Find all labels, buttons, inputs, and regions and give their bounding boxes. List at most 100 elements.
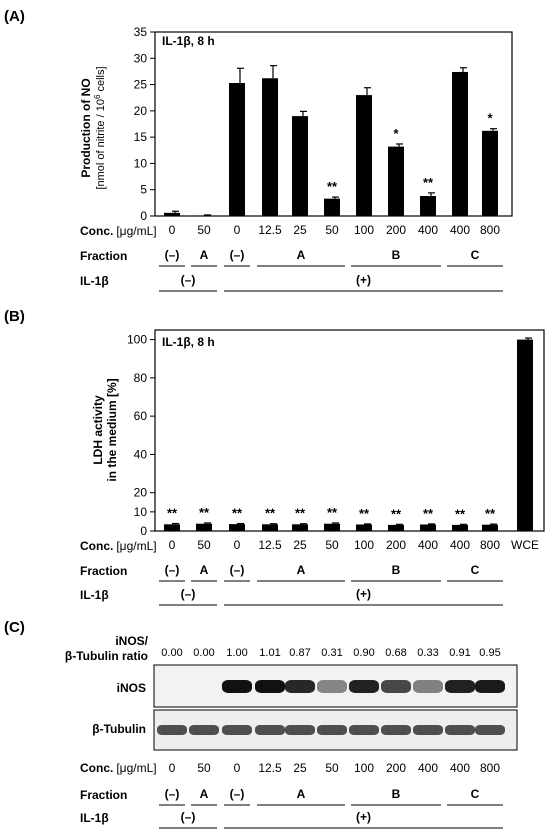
- bar: [196, 215, 212, 217]
- chart-b-conc-label: Conc. [μg/mL]: [80, 539, 157, 553]
- tubulin-band: [317, 725, 347, 735]
- chart-a-ylabel: Production of NO [nmol of nitrite / 106 …: [79, 66, 107, 189]
- chart-a-ylabel-line2-post: cells]: [95, 66, 107, 94]
- y-tick-label: 0: [140, 524, 147, 538]
- conc-value: 400: [418, 223, 438, 237]
- chart-a-annotation: IL-1β, 8 h: [162, 34, 215, 48]
- conc-value: 400: [450, 761, 470, 775]
- fraction-group-label: (–): [230, 248, 245, 262]
- ratio-value: 0.87: [289, 647, 310, 659]
- bar: [420, 196, 436, 216]
- conc-value: 25: [293, 761, 307, 775]
- y-tick-label: 60: [134, 409, 148, 423]
- chart-b-il1b-label: IL-1β: [80, 588, 109, 602]
- bar: [517, 339, 533, 531]
- conc-value: 0: [169, 761, 176, 775]
- chart-a-fraction-row: (–) A (–) A B C: [159, 248, 503, 267]
- conc-value: 50: [325, 223, 339, 237]
- conc-value: 800: [480, 223, 500, 237]
- bar: [292, 524, 308, 531]
- conc-value: 100: [354, 223, 374, 237]
- bar: [164, 212, 180, 216]
- significance-mark: **: [423, 506, 434, 521]
- blot-fraction-label: Fraction: [80, 788, 127, 802]
- bar: [196, 523, 212, 531]
- bar: [388, 524, 404, 531]
- il1b-group-label: (+): [356, 810, 371, 824]
- significance-mark: **: [265, 506, 276, 521]
- chart-a-conc-label-bold: Conc.: [80, 224, 113, 238]
- blot-conc-row: 0 50 0 12.5 25 50 100 200 400 400 800: [169, 761, 501, 775]
- conc-value: 800: [480, 538, 500, 552]
- conc-value: 0: [234, 223, 241, 237]
- conc-value: 200: [386, 223, 406, 237]
- conc-value: 400: [450, 223, 470, 237]
- bar: [324, 198, 340, 216]
- bar: [164, 524, 180, 531]
- chart-b-frame: [154, 329, 545, 532]
- bar: [324, 523, 340, 531]
- chart-a-il1b-label: IL-1β: [80, 274, 109, 288]
- ratio-value: 1.00: [226, 647, 247, 659]
- blot-ratio-label-line1: iNOS/: [115, 634, 148, 648]
- ratio-value: 0.00: [161, 647, 182, 659]
- il1b-group-label: (–): [181, 587, 196, 601]
- chart-a-ylabel-line2-pre: [nmol of nitrite / 10: [95, 99, 107, 190]
- fraction-group-label: A: [297, 248, 306, 262]
- conc-value: 400: [418, 538, 438, 552]
- y-tick-label: 20: [134, 104, 148, 118]
- il1b-group-label: (–): [181, 810, 196, 824]
- conc-value: 50: [197, 761, 211, 775]
- chart-a-il1b-row: (–) (+): [159, 273, 503, 292]
- fraction-group-label: (–): [165, 248, 180, 262]
- fraction-group-label: (–): [165, 787, 180, 801]
- significance-mark: **: [295, 506, 306, 521]
- blot-conc-label-bold: Conc.: [80, 761, 113, 775]
- bar: [452, 71, 468, 216]
- significance-mark: *: [393, 126, 399, 141]
- significance-mark: **: [167, 506, 178, 521]
- conc-value: 0: [169, 538, 176, 552]
- chart-b-plot: 0 10 20 40 60 80 100 ** ** ** ** ** ** ** ** ** ** **: [127, 333, 533, 538]
- conc-value: 400: [450, 538, 470, 552]
- chart-b-ylabel-line1: LDH activity: [91, 395, 105, 465]
- y-tick-label: 80: [134, 371, 148, 385]
- tubulin-band: [381, 725, 411, 735]
- conc-value: 50: [325, 761, 339, 775]
- conc-value: 50: [197, 538, 211, 552]
- panel-label-c: (C): [4, 619, 25, 636]
- tubulin-band: [189, 725, 219, 735]
- blot-tubulin-label: β-Tubulin: [92, 722, 146, 736]
- significance-mark: **: [423, 175, 434, 190]
- chart-a-ylabel-line2: [nmol of nitrite / 106 cells]: [93, 66, 107, 189]
- ratio-value: 0.95: [479, 647, 500, 659]
- ratio-value: 0.68: [385, 647, 406, 659]
- y-tick-label: 20: [134, 486, 148, 500]
- conc-value: 25: [293, 538, 307, 552]
- bar: [452, 524, 468, 531]
- fraction-group-label: C: [471, 563, 480, 577]
- y-tick-label: 35: [134, 25, 148, 39]
- inos-band: [317, 680, 347, 693]
- y-tick-label: 10: [134, 156, 148, 170]
- tubulin-band: [255, 725, 285, 735]
- conc-value: 50: [325, 538, 339, 552]
- fraction-group-label: (–): [230, 787, 245, 801]
- blot-conc-label-unit: [μg/mL]: [116, 761, 156, 775]
- fraction-group-label: C: [471, 787, 480, 801]
- y-tick-label: 40: [134, 447, 148, 461]
- blot-ratio-label-line2: β-Tubulin ratio: [65, 649, 148, 663]
- significance-mark: **: [199, 505, 210, 520]
- conc-value: 200: [386, 761, 406, 775]
- fraction-group-label: A: [200, 563, 209, 577]
- bar: [229, 524, 245, 531]
- blot-inos-label: iNOS: [117, 681, 146, 695]
- y-tick-label: 25: [134, 78, 148, 92]
- blot-fraction-row: (–) A (–) A B C: [159, 787, 503, 806]
- fraction-group-label: C: [471, 248, 480, 262]
- conc-value: 100: [354, 761, 374, 775]
- conc-value: 12.5: [258, 761, 282, 775]
- significance-mark: *: [487, 111, 493, 126]
- ratio-value: 0.31: [321, 647, 342, 659]
